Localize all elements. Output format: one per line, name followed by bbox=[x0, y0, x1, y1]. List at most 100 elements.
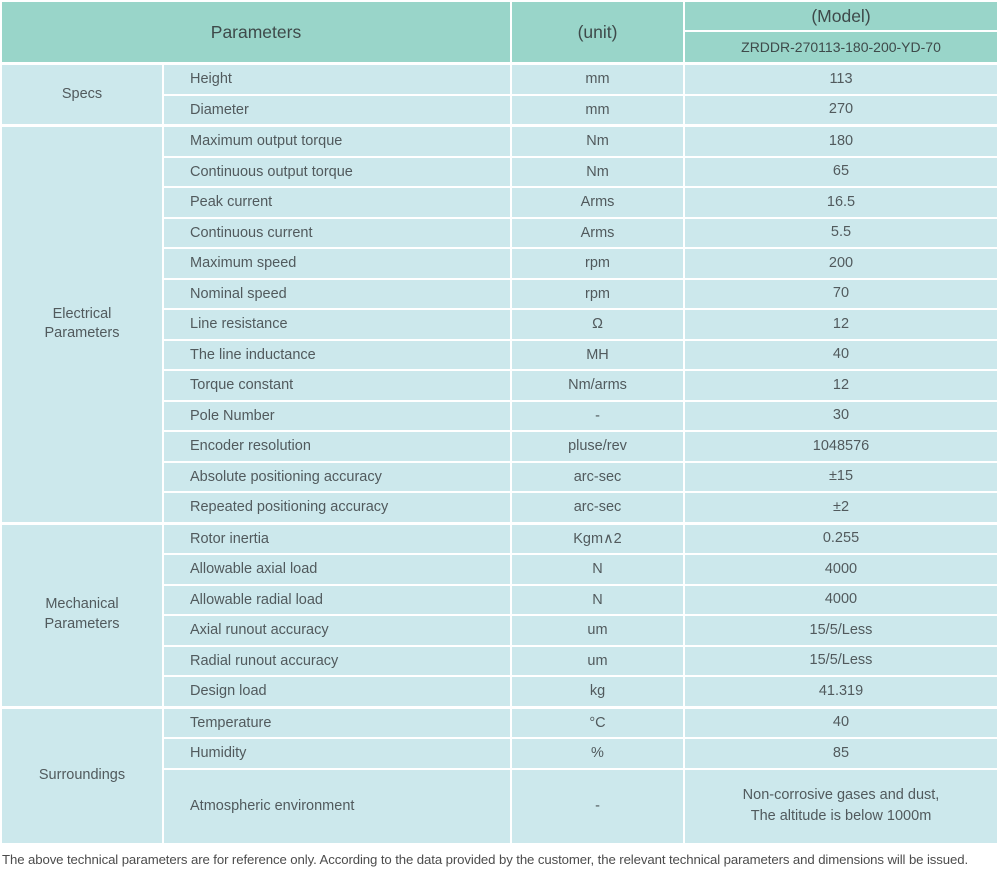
param-name-cell: Continuous output torque bbox=[164, 157, 510, 186]
value-cell: 30 bbox=[685, 401, 997, 430]
unit-cell: % bbox=[512, 739, 683, 768]
unit-cell: rpm bbox=[512, 279, 683, 308]
footnote-text: The above technical parameters are for r… bbox=[2, 851, 969, 867]
unit-cell: °C bbox=[512, 708, 683, 737]
param-name-cell: Line resistance bbox=[164, 310, 510, 339]
unit-cell: mm bbox=[512, 65, 683, 94]
parameter-group: Electrical Parameters Maximum output torq… bbox=[2, 127, 997, 522]
table-row: Rotor inertia Kgm∧2 0.255 bbox=[164, 524, 997, 553]
unit-cell: Arms bbox=[512, 218, 683, 247]
group-label: Mechanical Parameters bbox=[2, 524, 162, 706]
param-name-cell: Diameter bbox=[164, 95, 510, 124]
value-cell: 200 bbox=[685, 249, 997, 278]
param-name-cell: Temperature bbox=[164, 708, 510, 737]
header-model-value: ZRDDR-270113-180-200-YD-70 bbox=[685, 32, 997, 62]
group-label: Specs bbox=[2, 65, 162, 124]
param-name-cell: Allowable radial load bbox=[164, 585, 510, 614]
value-cell: 65 bbox=[685, 157, 997, 186]
table-row: Repeated positioning accuracy arc-sec ±2 bbox=[164, 493, 997, 522]
group-rows: Temperature °C 40 Humidity% 85 Atmospheric en… bbox=[164, 708, 997, 843]
unit-cell: kg bbox=[512, 677, 683, 706]
value-cell: 16.5 bbox=[685, 188, 997, 217]
value-cell: 1048576 bbox=[685, 432, 997, 461]
param-name-cell: Absolute positioning accuracy bbox=[164, 462, 510, 491]
unit-cell: um bbox=[512, 616, 683, 645]
table-row: Axial runout accuracy um 15/5/Less bbox=[164, 616, 997, 645]
unit-cell: - bbox=[512, 769, 683, 843]
table-body: Specs Height mm 113 Diameter mm 270 Electrical … bbox=[2, 65, 997, 843]
unit-cell: Ω bbox=[512, 310, 683, 339]
table-row: Pole Number -30 bbox=[164, 401, 997, 430]
param-name-cell: Height bbox=[164, 65, 510, 94]
param-name-cell: Maximum speed bbox=[164, 249, 510, 278]
param-name-cell: Humidity bbox=[164, 739, 510, 768]
unit-cell: Nm bbox=[512, 127, 683, 156]
param-name-cell: Repeated positioning accuracy bbox=[164, 493, 510, 522]
table-row: Maximum speed rpm 200 bbox=[164, 249, 997, 278]
parameter-group: Specs Height mm 113 Diameter mm 270 bbox=[2, 65, 997, 124]
table-row: Nominal speed rpm 70 bbox=[164, 279, 997, 308]
param-name-cell: Radial runout accuracy bbox=[164, 646, 510, 675]
table-row: Continuous current Arms 5.5 bbox=[164, 218, 997, 247]
value-cell: 70 bbox=[685, 279, 997, 308]
group-label: Surroundings bbox=[2, 708, 162, 843]
param-name-cell: Continuous current bbox=[164, 218, 510, 247]
value-cell: ±15 bbox=[685, 462, 997, 491]
parameter-group: Surroundings Temperature °C 40 Humidity% 85 At… bbox=[2, 708, 997, 843]
parameter-group: Mechanical Parameters Rotor inertia Kgm∧2 0… bbox=[2, 524, 997, 706]
param-name-cell: Nominal speed bbox=[164, 279, 510, 308]
table-row: Encoder resolution pluse/rev 1048576 bbox=[164, 432, 997, 461]
header-unit: (unit) bbox=[512, 2, 683, 62]
table-row: Design load kg 41.319 bbox=[164, 677, 997, 706]
param-name-cell: Design load bbox=[164, 677, 510, 706]
unit-cell: N bbox=[512, 555, 683, 584]
table-row: Peak current Arms 16.5 bbox=[164, 188, 997, 217]
value-cell: 12 bbox=[685, 371, 997, 400]
value-cell: 270 bbox=[685, 95, 997, 124]
group-label: Electrical Parameters bbox=[2, 127, 162, 522]
value-cell: 4000 bbox=[685, 585, 997, 614]
unit-cell: MH bbox=[512, 340, 683, 369]
param-name-cell: Torque constant bbox=[164, 371, 510, 400]
table-row: Humidity% 85 bbox=[164, 739, 997, 768]
table-row: Torque constant Nm/arms 12 bbox=[164, 371, 997, 400]
value-cell: Non-corrosive gases and dust, The altitu… bbox=[685, 769, 997, 843]
unit-cell: N bbox=[512, 585, 683, 614]
param-name-cell: Pole Number bbox=[164, 401, 510, 430]
group-rows: Height mm 113 Diameter mm 270 bbox=[164, 65, 997, 124]
table-row: Allowable radial load N 4000 bbox=[164, 585, 997, 614]
table-row: Temperature °C 40 bbox=[164, 708, 997, 737]
unit-cell: mm bbox=[512, 95, 683, 124]
table-row: The line inductance MH 40 bbox=[164, 340, 997, 369]
table-row: Maximum output torque Nm 180 bbox=[164, 127, 997, 156]
header-model-cell: (Model) ZRDDR-270113-180-200-YD-70 bbox=[685, 2, 997, 62]
param-name-cell: Encoder resolution bbox=[164, 432, 510, 461]
param-name-cell: The line inductance bbox=[164, 340, 510, 369]
param-name-cell: Peak current bbox=[164, 188, 510, 217]
value-cell: 4000 bbox=[685, 555, 997, 584]
value-cell: 113 bbox=[685, 65, 997, 94]
param-name-cell: Rotor inertia bbox=[164, 524, 510, 553]
unit-cell: arc-sec bbox=[512, 493, 683, 522]
value-cell: 12 bbox=[685, 310, 997, 339]
value-cell: 85 bbox=[685, 739, 997, 768]
value-cell: 40 bbox=[685, 340, 997, 369]
unit-cell: - bbox=[512, 401, 683, 430]
table-row: Height mm 113 bbox=[164, 65, 997, 94]
table-row: Absolute positioning accuracy arc-sec ±15 bbox=[164, 462, 997, 491]
group-rows: Maximum output torque Nm 180 Continuous out… bbox=[164, 127, 997, 522]
header-parameters: Parameters bbox=[2, 2, 510, 62]
value-cell: 41.319 bbox=[685, 677, 997, 706]
unit-cell: Nm/arms bbox=[512, 371, 683, 400]
unit-cell: pluse/rev bbox=[512, 432, 683, 461]
table-row: Atmospheric environment - Non-corrosive ga… bbox=[164, 769, 997, 843]
param-name-cell: Maximum output torque bbox=[164, 127, 510, 156]
value-cell: 40 bbox=[685, 708, 997, 737]
value-cell: 15/5/Less bbox=[685, 616, 997, 645]
unit-cell: Kgm∧2 bbox=[512, 524, 683, 553]
param-name-cell: Atmospheric environment bbox=[164, 769, 510, 843]
unit-cell: Arms bbox=[512, 188, 683, 217]
value-cell: 15/5/Less bbox=[685, 646, 997, 675]
unit-cell: um bbox=[512, 646, 683, 675]
